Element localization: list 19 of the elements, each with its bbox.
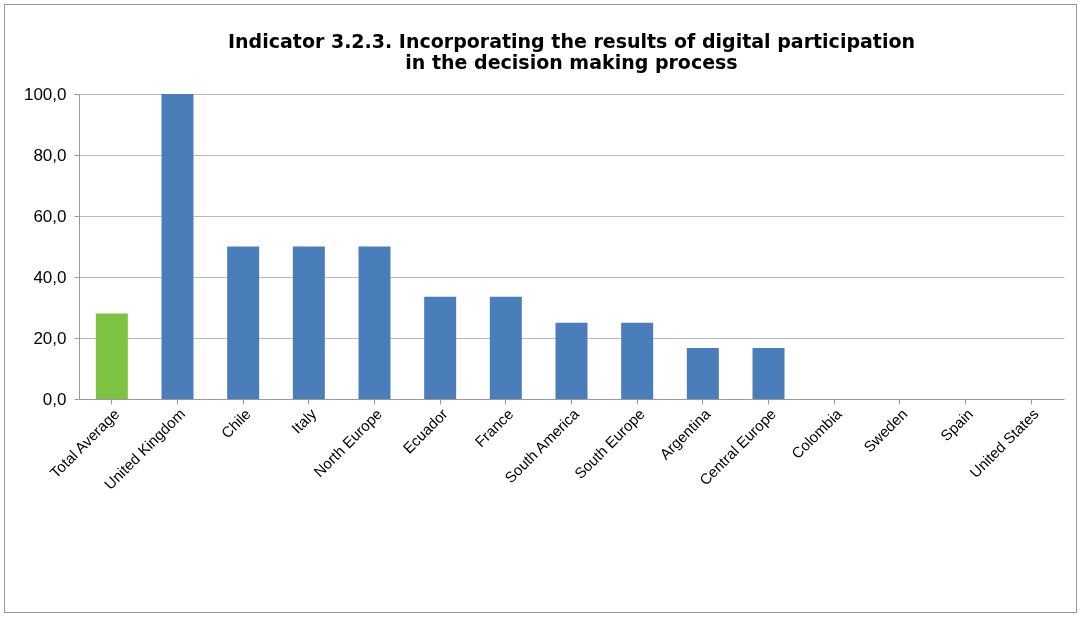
y-tick-label: 0,0 [42,389,67,409]
bar [686,348,719,399]
bar [621,322,654,399]
bar [555,322,588,399]
bar [752,348,785,399]
y-tick-label: 100,0 [23,84,67,104]
bar [161,94,194,399]
bar [292,246,325,399]
y-tick-label: 20,0 [33,328,67,348]
bar [489,296,522,399]
bar [358,246,391,399]
y-tick-label: 80,0 [33,145,67,165]
x-tick-label: Italy [287,404,320,437]
bar [424,296,457,399]
bar [227,246,260,399]
chart-title: Indicator 3.2.3. Incorporating the results of digital participation in the decision making process [228,30,915,73]
y-tick-label: 40,0 [33,267,67,287]
bar [95,313,128,399]
y-tick-label: 60,0 [33,206,67,226]
